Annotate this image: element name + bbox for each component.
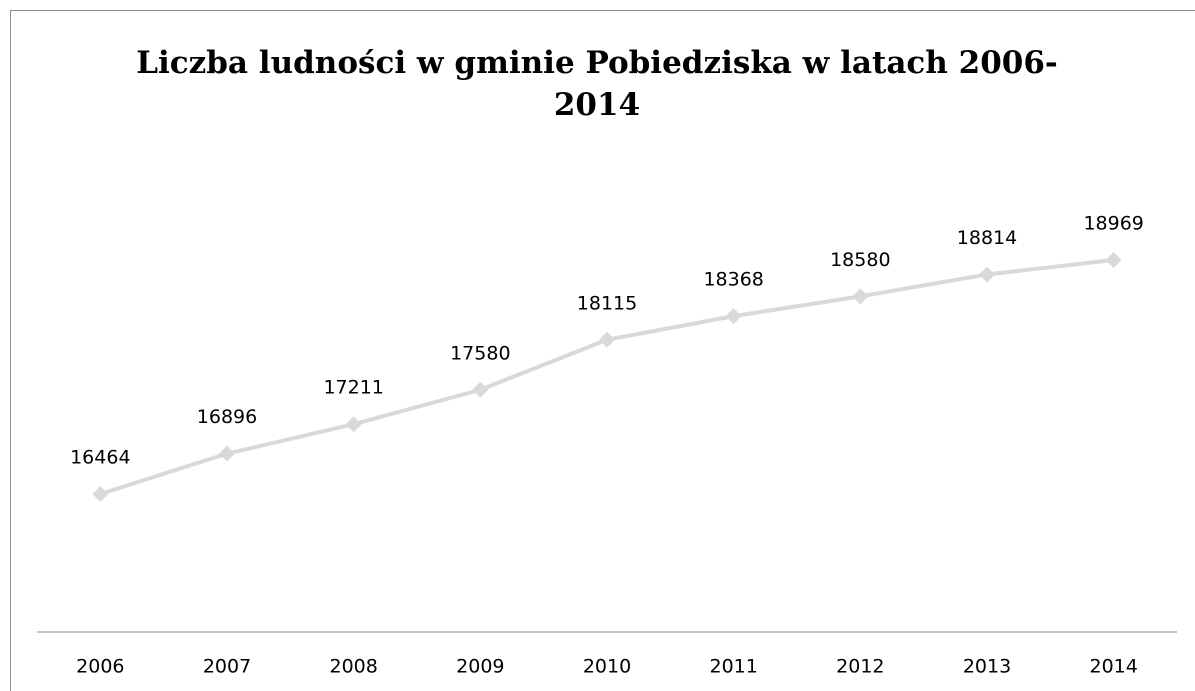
marker [92, 486, 109, 502]
marker [1105, 252, 1122, 268]
x-tick-label: 2011 [709, 656, 757, 678]
data-label: 18969 [1083, 213, 1143, 235]
data-label: 17580 [450, 342, 510, 364]
x-tick-label: 2014 [1089, 656, 1137, 678]
marker [725, 308, 742, 325]
x-tick-label: 2012 [836, 656, 884, 678]
chart-title: Liczba ludności w gminie Pobiedziska w l… [136, 45, 1058, 123]
marker [345, 416, 362, 433]
data-label: 16896 [197, 406, 257, 428]
x-tick-label: 2010 [583, 656, 631, 678]
marker [599, 331, 615, 348]
data-label: 18115 [577, 292, 637, 314]
x-tick-label: 2006 [76, 656, 124, 678]
data-label: 18814 [957, 227, 1017, 249]
marker [219, 445, 235, 462]
x-tick-label: 2008 [329, 656, 377, 678]
data-label: 16464 [70, 447, 130, 469]
data-label: 18580 [830, 249, 890, 271]
marker [852, 288, 869, 305]
marker [979, 266, 995, 283]
x-tick-label: 2009 [456, 656, 504, 678]
chart-frame [10, 10, 1195, 691]
x-tick-label: 2013 [963, 656, 1011, 678]
data-label: 17211 [323, 377, 383, 399]
data-label: 18368 [703, 269, 763, 291]
marker [472, 381, 489, 398]
x-tick-label: 2007 [203, 656, 251, 678]
